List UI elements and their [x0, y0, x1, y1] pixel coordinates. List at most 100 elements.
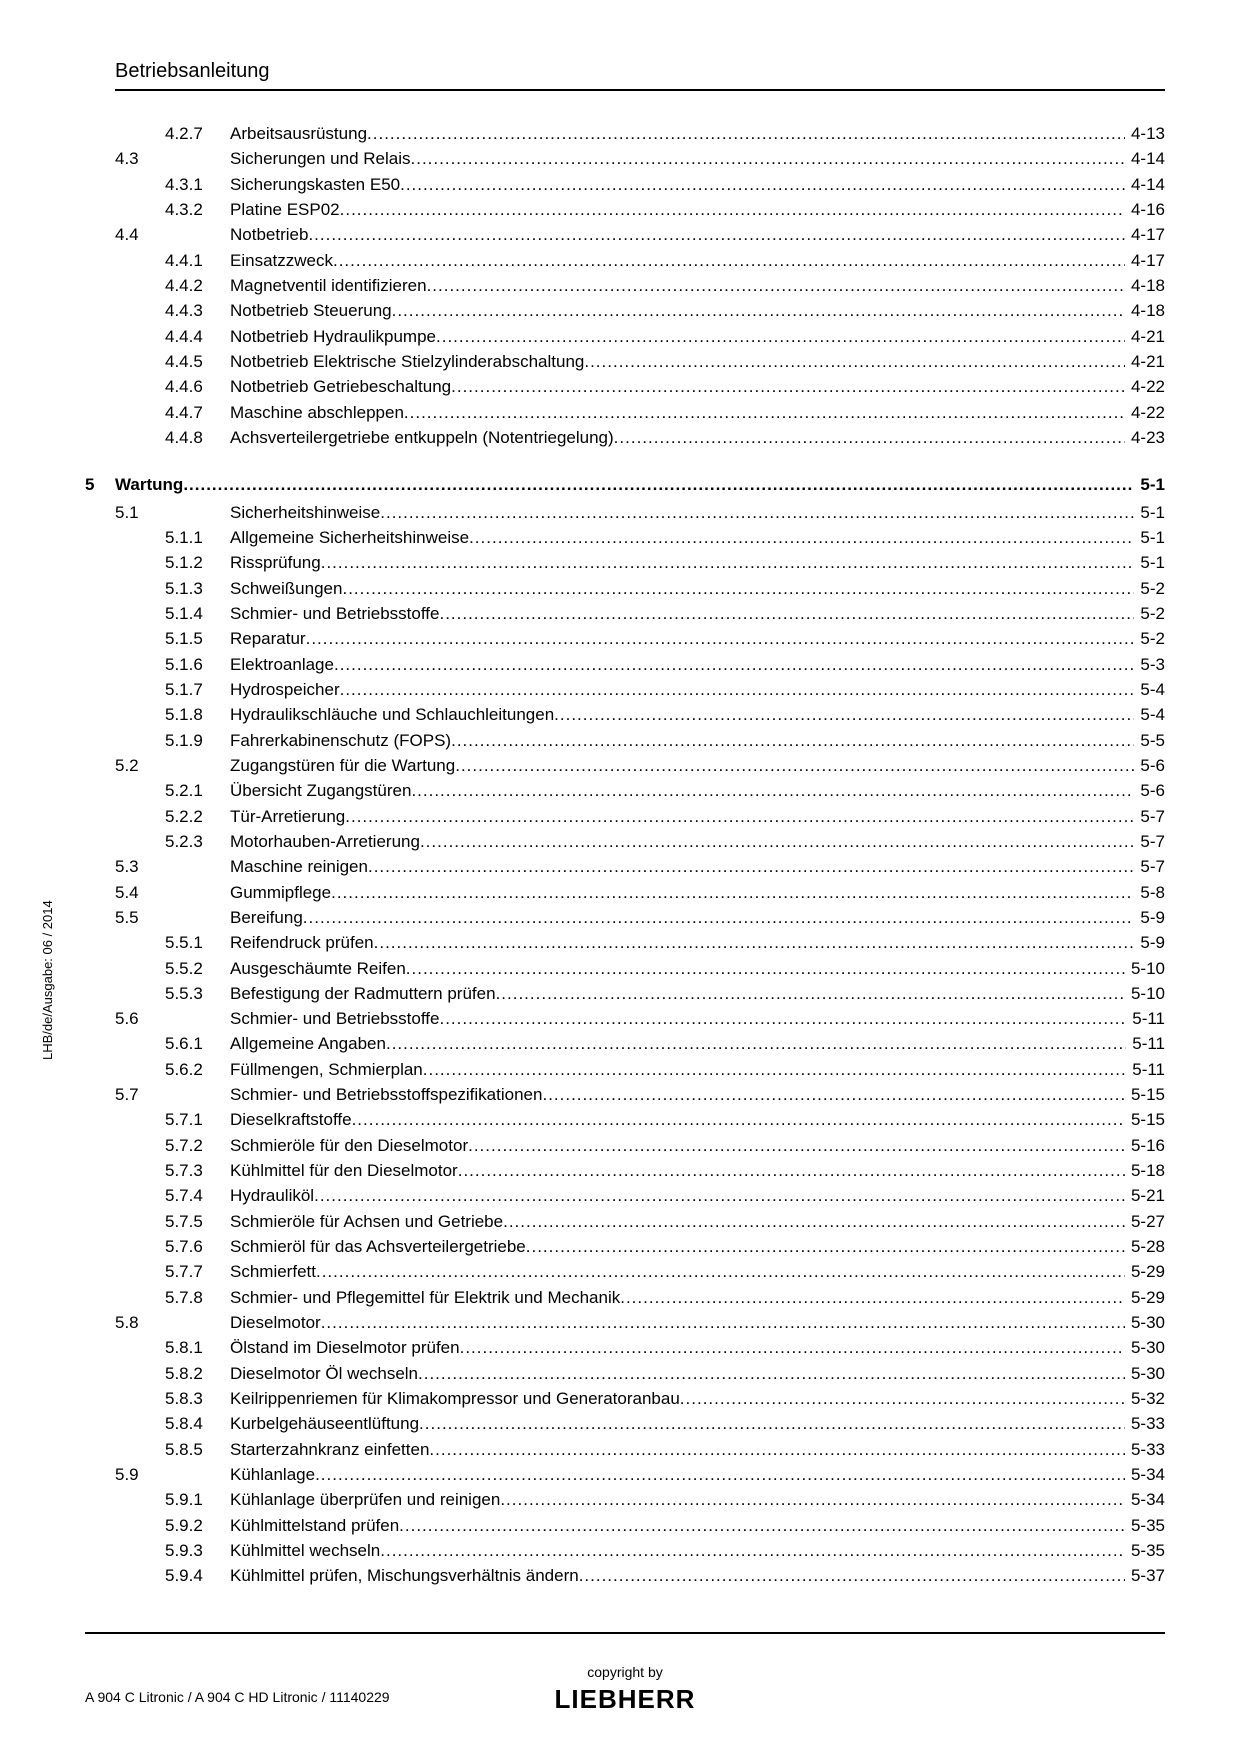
toc-page: 5-7 [1134, 829, 1165, 854]
toc-title: Sicherungen und Relais [230, 146, 411, 171]
toc-leader [542, 1082, 1125, 1107]
toc-subsection-num: 4.4.4 [165, 324, 230, 349]
toc-page: 5-5 [1134, 728, 1165, 753]
toc-leader [331, 880, 1134, 905]
toc-entry: 5.7.1Dieselkraftstoffe 5-15 [85, 1107, 1165, 1132]
toc-title: Dieselmotor Öl wechseln [230, 1361, 418, 1386]
toc-page: 5-30 [1125, 1335, 1165, 1360]
toc-leader [306, 626, 1135, 651]
toc-title: Starterzahnkranz einfetten [230, 1437, 429, 1462]
toc-entry: 5.1.8Hydraulikschläuche und Schlauchleit… [85, 702, 1165, 727]
toc-subsection-num: 5.8.3 [165, 1386, 230, 1411]
toc-page: 5-10 [1125, 956, 1165, 981]
toc-subsection-num: 5.5.2 [165, 956, 230, 981]
toc-title: Dieselmotor [230, 1310, 321, 1335]
toc-entry: 5.7.6Schmieröl für das Achsverteilergetr… [85, 1234, 1165, 1259]
toc-subsection-num: 5.5.3 [165, 981, 230, 1006]
toc-page: 5-6 [1134, 778, 1165, 803]
toc-section-num: 5.3 [115, 854, 165, 879]
toc-page: 4-14 [1125, 146, 1165, 171]
toc-title: Hydrospeicher [230, 677, 340, 702]
toc-title: Notbetrieb Steuerung [230, 298, 392, 323]
toc-leader [400, 172, 1125, 197]
toc-title: Schmier- und Pflegemittel für Elektrik u… [230, 1285, 620, 1310]
toc-title: Dieselkraftstoffe [230, 1107, 352, 1132]
toc-leader [680, 1386, 1125, 1411]
toc-entry: 4.4.4Notbetrieb Hydraulikpumpe 4-21 [85, 324, 1165, 349]
toc-entry: 5.9.1Kühlanlage überprüfen und reinigen … [85, 1487, 1165, 1512]
toc-leader [460, 1335, 1125, 1360]
toc-entry: 4.4.1Einsatzzweck 4-17 [85, 248, 1165, 273]
toc-subsection-num: 5.1.7 [165, 677, 230, 702]
toc-subsection-num: 4.4.7 [165, 400, 230, 425]
toc-entry: 5.9.3Kühlmittel wechseln 5-35 [85, 1538, 1165, 1563]
toc-subsection-num: 4.4.3 [165, 298, 230, 323]
toc-leader [451, 374, 1125, 399]
toc-page: 5-2 [1134, 576, 1165, 601]
toc-title: Schmier- und Betriebsstoffe [230, 601, 439, 626]
toc-leader [314, 1183, 1125, 1208]
toc-entry: 5.2Zugangstüren für die Wartung 5-6 [85, 753, 1165, 778]
toc-entry: 5.3Maschine reinigen 5-7 [85, 854, 1165, 879]
toc-title: Wartung [115, 472, 183, 497]
toc-subsection-num: 5.6.2 [165, 1057, 230, 1082]
toc-entry: 5.1.2Rissprüfung 5-1 [85, 550, 1165, 575]
toc-page: 5-11 [1126, 1006, 1165, 1031]
toc-page: 5-11 [1126, 1031, 1165, 1056]
toc-page: 4-17 [1125, 248, 1165, 273]
toc-subsection-num: 5.8.4 [165, 1411, 230, 1436]
toc-title: Schweißungen [230, 576, 342, 601]
toc-title: Ausgeschäumte Reifen [230, 956, 406, 981]
toc-subsection-num: 4.4.1 [165, 248, 230, 273]
toc-subsection-num: 5.8.2 [165, 1361, 230, 1386]
toc-leader [496, 981, 1125, 1006]
toc-entry: 5.8.2Dieselmotor Öl wechseln 5-30 [85, 1361, 1165, 1386]
toc-title: Reparatur [230, 626, 306, 651]
toc-entry: 4.4.6Notbetrieb Getriebeschaltung 4-22 [85, 374, 1165, 399]
toc-leader [333, 248, 1125, 273]
toc-page: 5-16 [1125, 1133, 1165, 1158]
toc-leader [183, 472, 1134, 497]
toc-leader [458, 1158, 1125, 1183]
toc-leader [411, 146, 1125, 171]
toc-page: 5-18 [1125, 1158, 1165, 1183]
toc-leader [367, 121, 1125, 146]
toc-page: 4-21 [1125, 349, 1165, 374]
toc-leader [342, 576, 1134, 601]
toc-page: 4-18 [1125, 273, 1165, 298]
toc-title: Kühlanlage überprüfen und reinigen [230, 1487, 500, 1512]
toc-subsection-num: 5.9.2 [165, 1513, 230, 1538]
toc-title: Tür-Arretierung [230, 804, 345, 829]
toc-page: 4-22 [1125, 400, 1165, 425]
toc-entry: 5.7Schmier- und Betriebsstoffspezifikati… [85, 1082, 1165, 1107]
toc-entry: 5.8.1Ölstand im Dieselmotor prüfen 5-30 [85, 1335, 1165, 1360]
toc-entry: 5.2.1Übersicht Zugangstüren 5-6 [85, 778, 1165, 803]
toc-subsection-num: 5.1.3 [165, 576, 230, 601]
toc-page: 5-28 [1125, 1234, 1165, 1259]
toc-entry: 5.6Schmier- und Betriebsstoffe 5-11 [85, 1006, 1165, 1031]
toc-subsection-num: 5.2.3 [165, 829, 230, 854]
toc-section-num: 5.5 [115, 905, 165, 930]
toc-title: Ölstand im Dieselmotor prüfen [230, 1335, 460, 1360]
toc-title: Notbetrieb [230, 222, 308, 247]
toc-subsection-num: 4.2.7 [165, 121, 230, 146]
page: Betriebsanleitung LHB/de/Ausgabe: 06 / 2… [0, 0, 1240, 1755]
toc-subsection-num: 5.9.4 [165, 1563, 230, 1588]
toc-title: Notbetrieb Elektrische Stielzylinderabsc… [230, 349, 584, 374]
toc-leader [451, 728, 1134, 753]
toc-entry: 5.8.4Kurbelgehäuseentlüftung 5-33 [85, 1411, 1165, 1436]
toc-title: Maschine abschleppen [230, 400, 404, 425]
toc-leader [584, 349, 1125, 374]
toc-page: 4-14 [1125, 172, 1165, 197]
toc-leader [468, 1133, 1125, 1158]
toc-entry: 5.8.5Starterzahnkranz einfetten 5-33 [85, 1437, 1165, 1462]
toc-leader [427, 273, 1125, 298]
toc-title: Zugangstüren für die Wartung [230, 753, 455, 778]
toc-subsection-num: 4.3.1 [165, 172, 230, 197]
page-header: Betriebsanleitung [115, 60, 1165, 91]
toc-page: 5-1 [1134, 500, 1165, 525]
toc-page: 5-2 [1134, 601, 1165, 626]
toc-title: Schmier- und Betriebsstoffe [230, 1006, 439, 1031]
toc-entry: 5.9Kühlanlage 5-34 [85, 1462, 1165, 1487]
toc-page: 4-16 [1125, 197, 1165, 222]
